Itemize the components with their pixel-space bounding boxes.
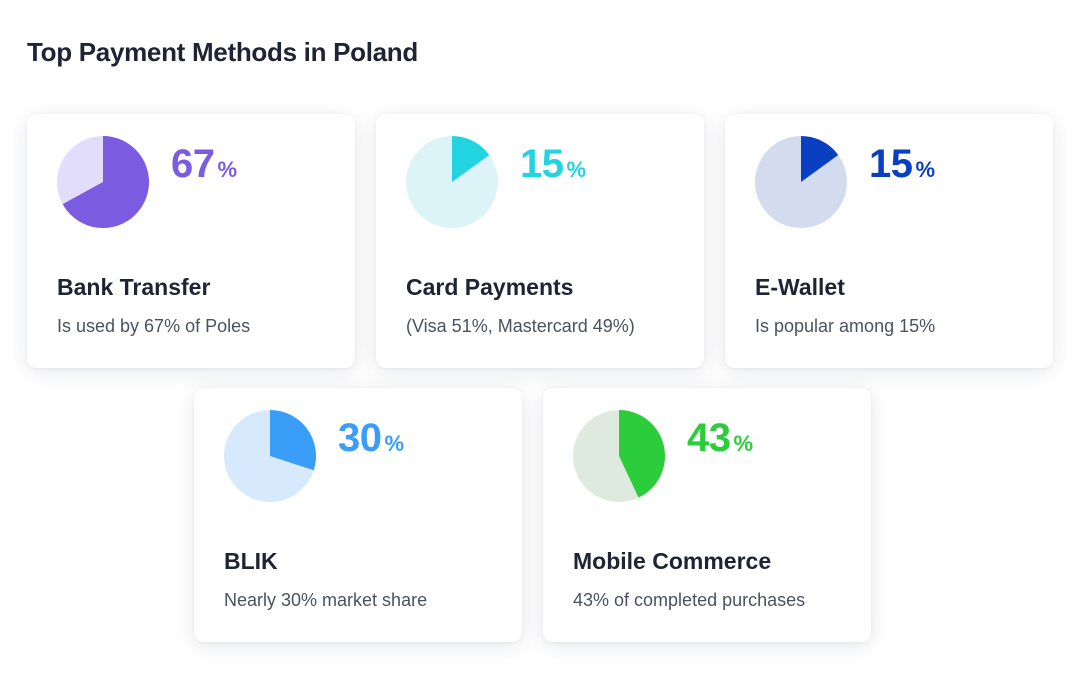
card-mobile-commerce: 43% Mobile Commerce 43% of completed purch… bbox=[543, 388, 871, 642]
pie-slice bbox=[619, 410, 665, 498]
card-description: 43% of completed purchases bbox=[573, 590, 806, 610]
pie-chart-bank-transfer bbox=[57, 136, 149, 228]
pie-chart-card-payments bbox=[406, 136, 498, 228]
card-description: Nearly 30% market share bbox=[224, 590, 428, 610]
pie-slice bbox=[62, 136, 149, 228]
percentage-unit: % bbox=[915, 157, 936, 182]
card-title: E-Wallet bbox=[755, 274, 845, 300]
percentage-value: 67 bbox=[171, 142, 215, 186]
percentage-value: 43 bbox=[687, 416, 731, 460]
percentage-label: 30% bbox=[338, 416, 404, 461]
percentage-value: 15 bbox=[869, 142, 913, 186]
percentage-label: 67% bbox=[171, 142, 237, 187]
percentage-value: 30 bbox=[338, 416, 382, 460]
pie-slice bbox=[452, 136, 490, 182]
card-card-payments: 15% Card Payments (Visa 51%, Mastercard 49… bbox=[376, 114, 704, 368]
percentage-label: 15% bbox=[869, 142, 935, 187]
percentage-unit: % bbox=[384, 431, 405, 456]
card-description: Is popular among 15% bbox=[755, 316, 936, 336]
page-title: Top Payment Methods in Poland bbox=[27, 37, 418, 67]
pie-chart-blik bbox=[224, 410, 316, 502]
card-e-wallet: 15% E-Wallet Is popular among 15% bbox=[725, 114, 1053, 368]
card-title: BLIK bbox=[224, 548, 278, 574]
card-description: (Visa 51%, Mastercard 49%) bbox=[406, 316, 635, 336]
percentage-unit: % bbox=[566, 157, 587, 182]
card-title: Card Payments bbox=[406, 274, 574, 300]
percentage-unit: % bbox=[733, 431, 754, 456]
card-bank-transfer: 67% Bank Transfer Is used by 67% of Poles bbox=[27, 114, 355, 368]
card-title: Bank Transfer bbox=[57, 274, 211, 300]
pie-slice bbox=[801, 136, 839, 182]
pie-chart-e-wallet bbox=[755, 136, 847, 228]
card-title: Mobile Commerce bbox=[573, 548, 772, 574]
percentage-label: 43% bbox=[687, 416, 753, 461]
percentage-unit: % bbox=[217, 157, 238, 182]
card-blik: 30% BLIK Nearly 30% market share bbox=[194, 388, 522, 642]
pie-chart-mobile-commerce bbox=[573, 410, 665, 502]
percentage-value: 15 bbox=[520, 142, 564, 186]
pie-slice bbox=[270, 410, 316, 471]
card-description: Is used by 67% of Poles bbox=[57, 316, 251, 336]
percentage-label: 15% bbox=[520, 142, 586, 187]
